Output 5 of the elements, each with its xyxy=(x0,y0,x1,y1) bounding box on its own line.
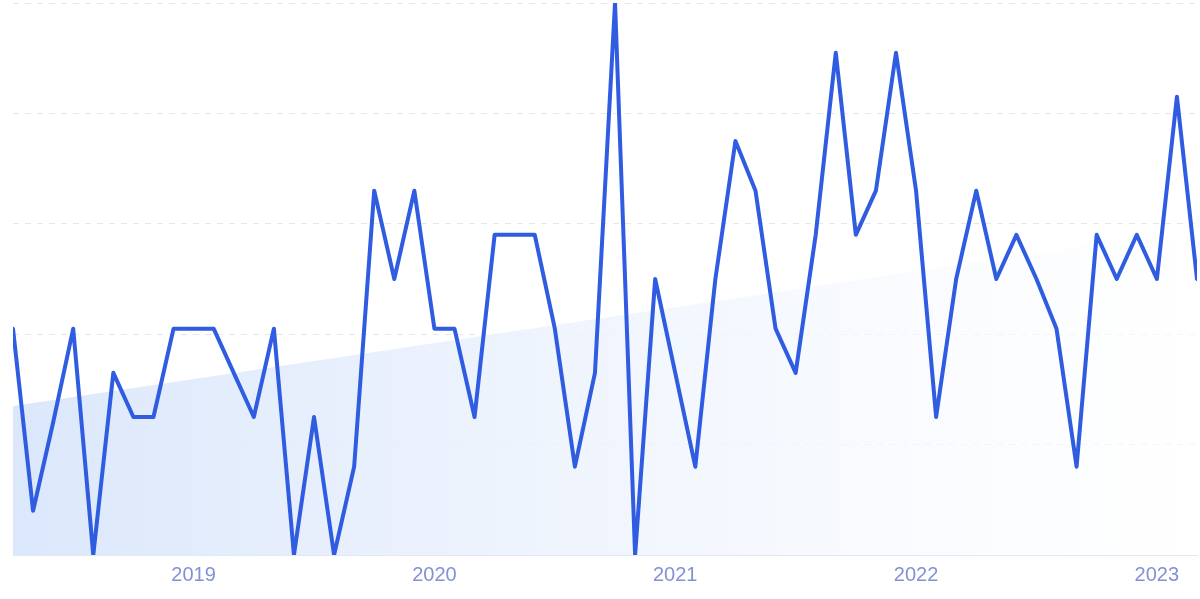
x-tick-label: 2019 xyxy=(171,562,216,585)
x-tick-label: 2021 xyxy=(652,562,698,585)
x-tick-label: 2020 xyxy=(412,562,457,585)
x-tick-label: 2023 xyxy=(1134,562,1180,585)
x-tick-label: 2022 xyxy=(893,562,939,585)
